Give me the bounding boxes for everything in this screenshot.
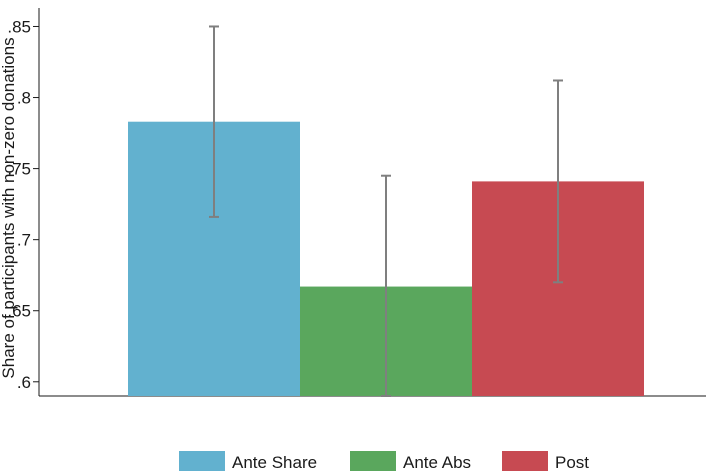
y-axis-title: Share of participants with non-zero dona… xyxy=(0,37,18,378)
y-tick-label: .75 xyxy=(7,160,31,179)
y-axis-ticks: .6 .65 .7 .75 .8 .85 xyxy=(7,17,39,392)
legend-swatch-ante-share xyxy=(179,451,225,471)
legend-swatch-ante-abs xyxy=(350,451,396,471)
y-tick-label: .7 xyxy=(17,231,31,250)
legend-label: Ante Abs xyxy=(403,453,471,472)
y-tick-label: .8 xyxy=(17,89,31,108)
legend-label: Ante Share xyxy=(232,453,317,472)
y-tick-label: .85 xyxy=(7,17,31,36)
legend-label: Post xyxy=(555,453,589,472)
error-bars-group xyxy=(209,25,563,397)
legend: Ante Share Ante Abs Post xyxy=(179,451,589,472)
y-tick-label: .6 xyxy=(17,373,31,392)
legend-swatch-post xyxy=(502,451,548,471)
y-tick-label: .65 xyxy=(7,302,31,321)
